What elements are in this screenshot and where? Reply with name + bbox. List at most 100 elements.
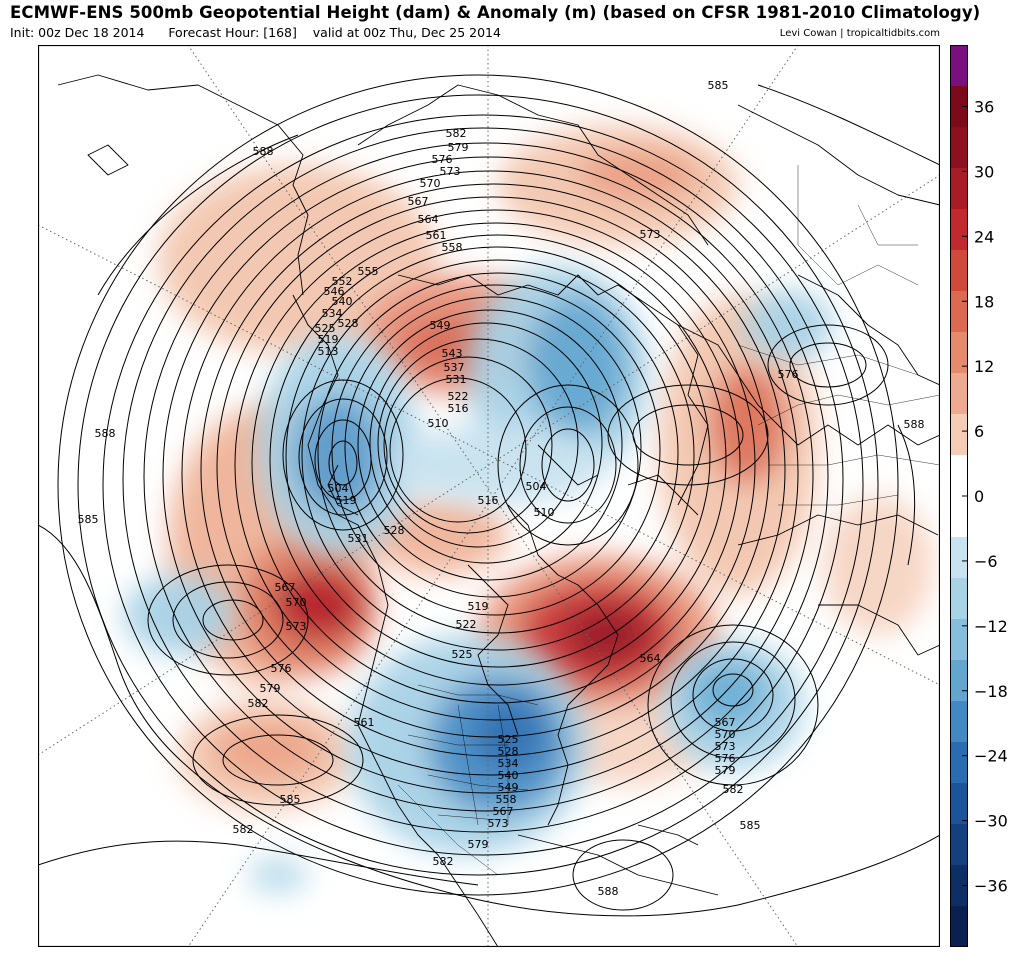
- contour-label: 573: [286, 620, 307, 633]
- contour-label: 543: [442, 347, 463, 360]
- colorbar-segment: [950, 250, 968, 292]
- colorbar-segment: [950, 578, 968, 620]
- contour-label: 534: [322, 307, 343, 320]
- graticule: [38, 45, 940, 947]
- contour-label: 573: [715, 740, 736, 753]
- political-boundaries: [397, 165, 940, 876]
- colorbar-segment: [950, 332, 968, 374]
- colorbar-canvas: 36 30 24 18 12 6 0 −6 −12 −18 −24 −30 −36: [950, 45, 1008, 948]
- colorbar-segment: [950, 496, 968, 538]
- contour-label: 516: [448, 402, 469, 415]
- map-frame: [38, 45, 940, 947]
- contour-label: 579: [260, 682, 281, 695]
- colorbar-segment: [950, 701, 968, 743]
- map-canvas: 585 588 582 579 576 573 570 567 564 561 …: [38, 45, 940, 947]
- map-title: ECMWF-ENS 500mb Geopotential Height (dam…: [10, 3, 981, 22]
- coastlines: [57, 74, 940, 947]
- colorbar-segment: [950, 660, 968, 702]
- contour-label: 519: [318, 333, 339, 346]
- contour-label: 579: [448, 141, 469, 154]
- contour-label: 525: [315, 322, 336, 335]
- colorbar-segment: [950, 619, 968, 661]
- contour-label: 582: [433, 855, 454, 868]
- contour-label: 576: [778, 368, 799, 381]
- contour-label: 582: [723, 783, 744, 796]
- contour-label: 522: [456, 618, 477, 631]
- contour-label: 576: [432, 153, 453, 166]
- contour-label: 525: [498, 733, 519, 746]
- colorbar-segment: [950, 373, 968, 415]
- init-time: Init: 00z Dec 18 2014: [10, 25, 145, 40]
- contour-label: 561: [426, 229, 447, 242]
- contour-label: 588: [253, 145, 274, 158]
- contour-label: 510: [428, 417, 449, 430]
- contour-label: 576: [271, 662, 292, 675]
- colorbar-segment: [950, 537, 968, 579]
- contour-labels: 585 588 582 579 576 573 570 567 564 561 …: [78, 79, 925, 898]
- colorbar-segment: [950, 742, 968, 784]
- contour-label: 573: [640, 228, 661, 241]
- contour-label: 546: [324, 285, 345, 298]
- colorbar-segment: [950, 783, 968, 825]
- colorbar-tick-label: −12: [974, 617, 1008, 636]
- contour-label: 561: [354, 716, 375, 729]
- colorbar-tick-label: 12: [974, 357, 994, 376]
- contour-label: 531: [348, 532, 369, 545]
- contour-label: 519: [336, 494, 357, 507]
- contour-label: 570: [286, 596, 307, 609]
- contour-label: 579: [715, 764, 736, 777]
- colorbar-segment: [950, 824, 968, 866]
- contour-label: 564: [418, 213, 439, 226]
- contour-label: 585: [740, 819, 761, 832]
- colorbar-tick-label: −24: [974, 747, 1008, 766]
- valid-time: valid at 00z Thu, Dec 25 2014: [312, 25, 501, 40]
- contour-label: 585: [78, 513, 99, 526]
- map-subtitle: Init: 00z Dec 18 2014 Forecast Hour: [16…: [10, 25, 501, 40]
- contour-label: 555: [358, 265, 379, 278]
- colorbar-segment: [950, 209, 968, 251]
- colorbar-tick-label: −6: [974, 552, 998, 571]
- contour-label: 552: [332, 275, 353, 288]
- contour-label: 537: [444, 361, 465, 374]
- contour-label: 528: [384, 524, 405, 537]
- colorbar-tick-label: 18: [974, 292, 994, 311]
- colorbar-segment: [950, 127, 968, 169]
- contour-label: 588: [95, 427, 116, 440]
- contour-label: 513: [318, 345, 339, 358]
- contour-label: 567: [408, 195, 429, 208]
- colorbar-segment: [950, 865, 968, 907]
- contour-label: 510: [534, 506, 555, 519]
- contour-label: 570: [715, 728, 736, 741]
- contour-label: 558: [442, 241, 463, 254]
- contour-label: 516: [478, 494, 499, 507]
- contour-label: 582: [233, 823, 254, 836]
- contour-label: 567: [493, 805, 514, 818]
- contour-label: 549: [430, 319, 451, 332]
- contour-label: 525: [452, 648, 473, 661]
- credit-text: Levi Cowan | tropicaltidbits.com: [779, 28, 940, 39]
- contour-label: 582: [248, 697, 269, 710]
- colorbar-segment: [950, 291, 968, 333]
- height-contours: [38, 74, 940, 917]
- colorbar-segment: [950, 455, 968, 497]
- colorbar: 36 30 24 18 12 6 0 −6 −12 −18 −24 −30 −36: [948, 45, 1024, 948]
- map-panel[interactable]: 585 588 582 579 576 573 570 567 564 561 …: [38, 45, 940, 947]
- colorbar-segment: [950, 45, 968, 87]
- contour-label: 573: [488, 817, 509, 830]
- colorbar-tick-label: 24: [974, 227, 994, 246]
- colorbar-segment: [950, 168, 968, 210]
- contour-label: 588: [598, 885, 619, 898]
- colorbar-tick-label: −18: [974, 682, 1008, 701]
- colorbar-tick-label: −36: [974, 877, 1008, 896]
- contour-label: 567: [275, 581, 296, 594]
- contour-label: 519: [468, 600, 489, 613]
- colorbar-tick-label: −30: [974, 812, 1008, 831]
- colorbar-tick-label: 0: [974, 487, 984, 506]
- contour-label: 585: [280, 793, 301, 806]
- contour-label: 504: [328, 482, 349, 495]
- contour-label: 531: [446, 373, 467, 386]
- contour-label: 540: [498, 769, 519, 782]
- contour-label: 567: [715, 716, 736, 729]
- contour-label: 564: [640, 652, 661, 665]
- contour-label: 576: [715, 752, 736, 765]
